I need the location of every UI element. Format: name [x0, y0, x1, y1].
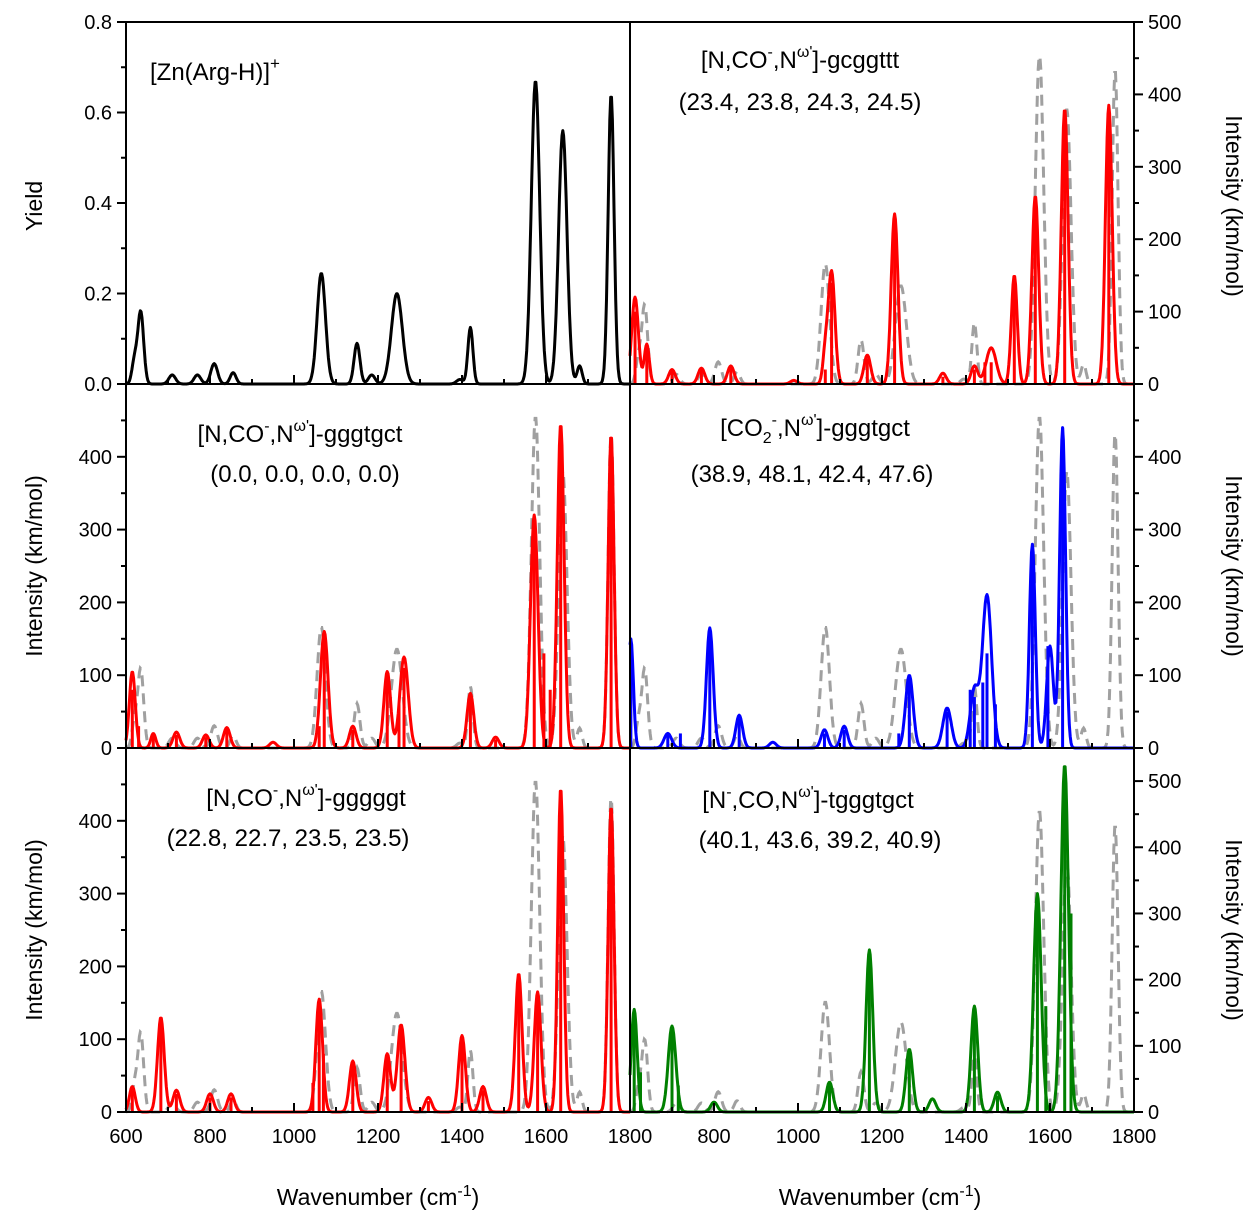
ytick-label-p1-3: 0.6 — [84, 103, 112, 125]
xtick-label-left-1200: 1200 — [356, 1126, 401, 1148]
ytick-label-p6-2: 200 — [1148, 970, 1181, 992]
y-axis-label-left-bottom: Intensity (km/mol) — [21, 839, 47, 1020]
ytick-label-p3-3: 300 — [79, 520, 112, 542]
ytick-label-p4-1: 100 — [1148, 665, 1181, 687]
panel-title-p3: [N,CO-,Nω']-gggtgct — [198, 418, 403, 448]
ytick-label-p2-3: 300 — [1148, 157, 1181, 179]
xtick-label-right-1200: 1200 — [860, 1126, 905, 1148]
spectrum-line-p2 — [628, 103, 1135, 386]
ytick-label-p2-2: 200 — [1148, 229, 1181, 251]
xtick-label-left-1400: 1400 — [440, 1126, 485, 1148]
ytick-label-p5-4: 400 — [79, 811, 112, 833]
ytick-label-p3-1: 100 — [79, 665, 112, 687]
y-axis-label-right-middle: Intensity (km/mol) — [1221, 475, 1247, 656]
ytick-label-p4-0: 0 — [1148, 738, 1159, 760]
ytick-label-p3-0: 0 — [101, 738, 112, 760]
panel-title-p2: [N,CO-,Nω']-gcggttt — [701, 44, 900, 74]
ytick-label-p1-0: 0.0 — [84, 374, 112, 396]
ytick-label-p1-2: 0.4 — [84, 193, 112, 215]
xtick-label-right-1800: 1800 — [1112, 1126, 1157, 1148]
xtick-label-left-1000: 1000 — [272, 1126, 317, 1148]
ytick-label-p6-5: 500 — [1148, 771, 1181, 793]
xtick-label-right-1000: 1000 — [776, 1126, 821, 1148]
ytick-label-p5-3: 300 — [79, 884, 112, 906]
ytick-label-p4-2: 200 — [1148, 592, 1181, 614]
y-axis-label-right-bottom: Intensity (km/mol) — [1221, 839, 1247, 1020]
frames-layer — [117, 21, 1143, 1113]
panel-title-p4: [CO2-,Nω']-gggtgct — [720, 412, 910, 447]
xtick-label-left-600: 600 — [109, 1126, 142, 1148]
ytick-label-p4-4: 400 — [1148, 447, 1181, 469]
ytick-label-p3-4: 400 — [79, 447, 112, 469]
xtick-label-right-1600: 1600 — [1028, 1126, 1073, 1148]
ytick-label-p6-1: 100 — [1148, 1036, 1181, 1058]
ytick-label-p5-1: 100 — [79, 1029, 112, 1051]
spectrum-line-p6 — [628, 765, 1135, 1114]
panel-subtitle-p4: (38.9, 48.1, 42.4, 47.6) — [691, 461, 934, 488]
ytick-label-p4-3: 300 — [1148, 520, 1181, 542]
x-axis-label-left: Wavenumber (cm-1) — [277, 1183, 480, 1210]
ytick-label-p2-1: 100 — [1148, 302, 1181, 324]
ytick-label-p5-0: 0 — [101, 1102, 112, 1124]
panel-title-p6: [N-,CO,Nω']-tgggtgct — [702, 784, 914, 814]
xtick-label-left-1800: 1800 — [608, 1126, 653, 1148]
ytick-label-p1-4: 0.8 — [84, 12, 112, 34]
panel-subtitle-p2: (23.4, 23.8, 24.3, 24.5) — [679, 89, 922, 116]
spectrum-line-p1 — [125, 80, 631, 386]
panel-title-p5: [N,CO-,Nω']-gggggt — [206, 782, 406, 812]
ytick-label-p6-0: 0 — [1148, 1102, 1159, 1124]
ytick-label-p5-2: 200 — [79, 956, 112, 978]
panel-subtitle-p6: (40.1, 43.6, 39.2, 40.9) — [699, 827, 942, 854]
ytick-label-p1-1: 0.2 — [84, 284, 112, 306]
ytick-label-p2-5: 500 — [1148, 12, 1181, 34]
ytick-label-p6-4: 400 — [1148, 837, 1181, 859]
ytick-label-p3-2: 200 — [79, 592, 112, 614]
panel-subtitle-p3: (0.0, 0.0, 0.0, 0.0) — [210, 461, 399, 488]
panel-subtitle-p5: (22.8, 22.7, 23.5, 23.5) — [167, 825, 410, 852]
x-axis-label-right: Wavenumber (cm-1) — [779, 1183, 982, 1210]
y-axis-label-left-middle: Intensity (km/mol) — [21, 475, 47, 656]
ytick-label-p2-4: 400 — [1148, 84, 1181, 106]
experimental-overlay-p6 — [629, 810, 1134, 1114]
xtick-label-right-1400: 1400 — [944, 1126, 989, 1148]
ytick-label-p2-0: 0 — [1148, 374, 1159, 396]
y-axis-label-right-top: Intensity (km/mol) — [1221, 115, 1247, 296]
xtick-label-right-800: 800 — [697, 1126, 730, 1148]
tick-labels-layer: 0.0 0.2 0.4 0.6 0.8 0 100 200 300 400 500 0 100 200 30… — [79, 12, 1182, 1148]
xtick-label-left-800: 800 — [193, 1126, 226, 1148]
xtick-label-left-1600: 1600 — [524, 1126, 569, 1148]
ytick-label-p6-3: 300 — [1148, 903, 1181, 925]
panel-title-p1: [Zn(Arg-H)]+ — [150, 54, 280, 86]
y-axis-label-yield: Yield — [21, 181, 47, 231]
